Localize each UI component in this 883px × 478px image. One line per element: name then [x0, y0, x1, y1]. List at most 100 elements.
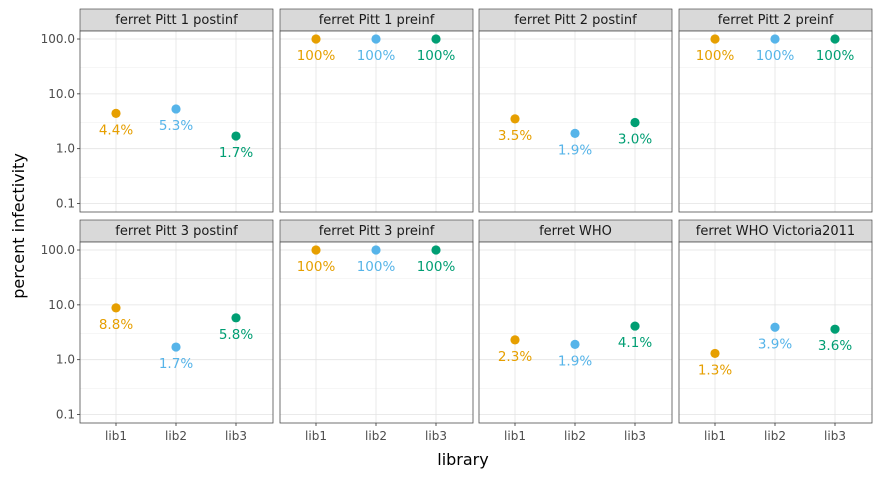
- facet-panel: ferret Pitt 1 postinf 4.4% 5.3% 1.7%: [79, 8, 274, 213]
- data-point-lib2: [770, 34, 780, 44]
- data-label: 1.9%: [558, 142, 592, 158]
- data-point-lib1: [710, 34, 720, 44]
- panel-border: [678, 241, 873, 424]
- data-label: 100%: [816, 48, 855, 64]
- x-tick-label: lib1: [305, 429, 327, 443]
- facet-title: ferret Pitt 3 preinf: [319, 224, 435, 239]
- x-tick-label: lib2: [165, 429, 187, 443]
- data-label: 4.4%: [99, 122, 133, 138]
- data-point-lib3: [231, 313, 241, 323]
- data-label: 3.0%: [618, 132, 652, 148]
- facet-title: ferret Pitt 2 postinf: [514, 13, 637, 28]
- y-tick-label: 1.0: [56, 142, 75, 156]
- data-label: 100%: [756, 48, 795, 64]
- data-label: 100%: [297, 48, 336, 64]
- facet-title: ferret Pitt 3 postinf: [115, 224, 238, 239]
- data-label: 4.1%: [618, 335, 652, 351]
- facet-title: ferret Pitt 1 preinf: [319, 13, 435, 28]
- y-tick-label: 0.1: [56, 197, 75, 211]
- x-tick-label: lib1: [704, 429, 726, 443]
- x-tick-label: lib2: [764, 429, 786, 443]
- data-point-lib3: [431, 245, 441, 255]
- facet-panel: ferret WHO 2.3% 1.9% 4.1%: [478, 219, 673, 424]
- data-label: 2.3%: [498, 349, 532, 365]
- panel-background: [479, 31, 672, 212]
- data-point-lib1: [111, 303, 121, 313]
- x-tick-label: lib2: [564, 429, 586, 443]
- y-tick-label: 100.0: [41, 243, 75, 257]
- y-tick-label: 10.0: [48, 298, 75, 312]
- panel-border: [79, 30, 274, 213]
- data-point-lib1: [311, 34, 321, 44]
- data-label: 3.5%: [498, 128, 532, 144]
- panel-background: [479, 242, 672, 423]
- x-tick-label: lib3: [624, 429, 646, 443]
- data-point-lib3: [630, 117, 640, 128]
- data-point-lib2: [171, 104, 181, 114]
- data-label: 1.7%: [219, 145, 253, 161]
- data-label: 100%: [297, 259, 336, 275]
- facet-panel: ferret Pitt 3 postinf 8.8% 1.7% 5.8%: [79, 219, 274, 424]
- x-axis-title: library: [437, 450, 488, 469]
- data-label: 100%: [417, 259, 456, 275]
- x-axis: lib1 lib2 lib3 lib1 lib2 lib3 lib1 lib2 lib3 lib1…: [105, 423, 846, 443]
- data-point-lib1: [311, 245, 321, 255]
- data-label: 100%: [417, 48, 456, 64]
- x-tick-label: lib1: [504, 429, 526, 443]
- data-point-lib3: [830, 34, 840, 44]
- facet-title: ferret Pitt 1 postinf: [115, 13, 238, 28]
- panel-border: [478, 241, 673, 424]
- data-point-lib3: [431, 34, 441, 44]
- x-tick-label: lib2: [365, 429, 387, 443]
- panel-border: [279, 241, 474, 424]
- panel-background: [280, 242, 473, 423]
- panel-background: [679, 31, 872, 212]
- data-label: 1.3%: [698, 362, 732, 378]
- data-point-lib3: [830, 324, 840, 334]
- x-tick-label: lib3: [824, 429, 846, 443]
- x-tick-label: lib1: [105, 429, 127, 443]
- y-tick-label: 0.1: [56, 408, 75, 422]
- x-tick-label: lib3: [225, 429, 247, 443]
- facet-panel: ferret Pitt 1 preinf 100% 100% 100%: [279, 8, 474, 213]
- panel-background: [679, 242, 872, 423]
- data-label: 5.3%: [159, 118, 193, 134]
- facet-panel: ferret WHO Victoria2011 1.3% 3.9% 3.6%: [678, 219, 873, 424]
- panel-border: [478, 30, 673, 213]
- panel-background: [80, 31, 273, 212]
- data-point-lib2: [570, 128, 580, 138]
- data-point-lib2: [171, 342, 181, 352]
- y-tick-label: 100.0: [41, 32, 75, 46]
- data-label: 100%: [696, 48, 735, 64]
- data-label: 100%: [357, 48, 396, 64]
- data-label: 3.6%: [818, 338, 852, 354]
- panel-background: [280, 31, 473, 212]
- data-point-lib1: [111, 108, 121, 118]
- facet-title: ferret WHO Victoria2011: [696, 224, 855, 239]
- data-label: 1.7%: [159, 356, 193, 372]
- facet-title: ferret WHO: [539, 224, 612, 239]
- data-label: 1.9%: [558, 353, 592, 369]
- data-point-lib2: [770, 322, 780, 332]
- data-label: 100%: [357, 259, 396, 275]
- facet-panel: ferret Pitt 2 postinf 3.5% 1.9% 3.0%: [478, 8, 673, 213]
- y-axis-title: percent infectivity: [9, 153, 28, 299]
- data-point-lib2: [371, 34, 381, 44]
- facet-panel: ferret Pitt 3 preinf 100% 100% 100%: [279, 219, 474, 424]
- data-point-lib1: [510, 114, 520, 124]
- panel-border: [79, 241, 274, 424]
- y-tick-label: 1.0: [56, 353, 75, 367]
- data-label: 5.8%: [219, 327, 253, 343]
- data-point-lib2: [570, 339, 580, 349]
- data-point-lib2: [371, 245, 381, 255]
- panel-background: [80, 242, 273, 423]
- data-label: 3.9%: [758, 336, 792, 352]
- panel-border: [678, 30, 873, 213]
- y-axes: 0.1 1.0 10.0 100.0 0.1 1.0 10.0 100.0: [41, 32, 80, 422]
- data-point-lib3: [231, 131, 241, 141]
- data-point-lib3: [630, 321, 640, 331]
- panel-border: [279, 30, 474, 213]
- data-point-lib1: [510, 335, 520, 345]
